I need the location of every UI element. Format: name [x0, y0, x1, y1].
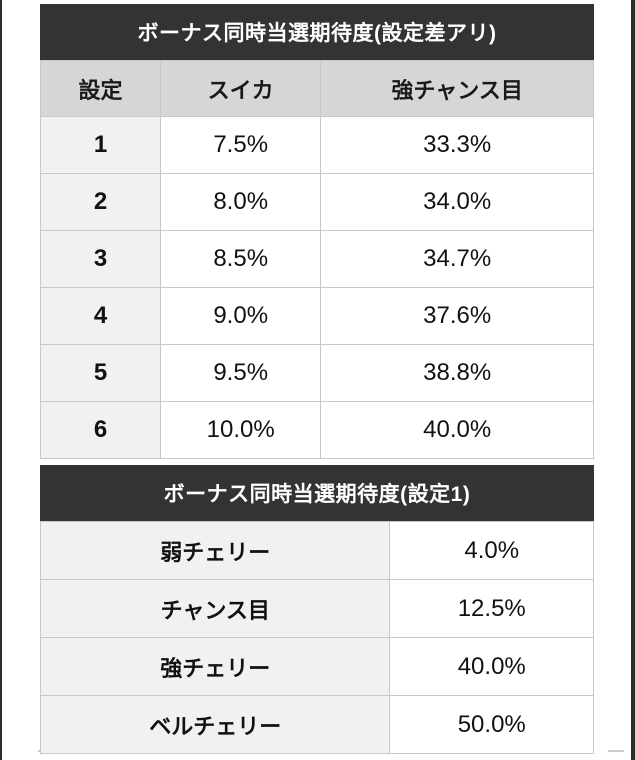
table-row: 5 9.5% 38.8%	[40, 344, 594, 402]
role-label-cell: 弱チェリー	[39, 521, 391, 580]
column-header-setting: 設定	[40, 60, 161, 117]
setting-cell: 5	[40, 344, 161, 402]
strong-chance-value-cell: 37.6%	[320, 287, 594, 345]
bonus-table-setting1: ボーナス同時当選期待度(設定1) 弱チェリー 4.0% チャンス目 12.5% …	[39, 465, 594, 754]
role-value-cell: 12.5%	[389, 579, 594, 638]
table-row: 6 10.0% 40.0%	[40, 401, 594, 459]
table-row: 弱チェリー 4.0%	[39, 521, 594, 580]
bonus-table-setting-diff: ボーナス同時当選期待度(設定差アリ) 設定 スイカ 強チャンス目 1 7.5% …	[40, 4, 594, 459]
bonus-table-setting1-grid: 弱チェリー 4.0% チャンス目 12.5% 強チェリー 40.0% ベルチェリ…	[39, 521, 594, 754]
strong-chance-value-cell: 40.0%	[320, 401, 594, 459]
setting-cell: 2	[40, 173, 161, 231]
role-value-cell: 4.0%	[389, 521, 594, 580]
setting-cell: 3	[40, 230, 161, 288]
header-row: 設定 スイカ 強チャンス目	[40, 60, 594, 117]
bonus-table-setting-diff-title: ボーナス同時当選期待度(設定差アリ)	[40, 4, 594, 60]
strong-chance-value-cell: 34.0%	[320, 173, 594, 231]
strong-chance-value-cell: 38.8%	[320, 344, 594, 402]
bonus-table-setting1-title: ボーナス同時当選期待度(設定1)	[40, 465, 594, 521]
role-value-cell: 40.0%	[389, 637, 594, 696]
setting-cell: 6	[40, 401, 161, 459]
table-row: チャンス目 12.5%	[39, 579, 594, 638]
suika-value-cell: 8.0%	[159, 173, 322, 231]
setting-cell: 1	[40, 116, 161, 174]
screenshot-frame-left	[0, 0, 2, 760]
bonus-table-setting-diff-grid: 設定 スイカ 強チャンス目 1 7.5% 33.3% 2 8.0% 34.0% …	[40, 60, 594, 459]
table-row: 強チェリー 40.0%	[39, 637, 594, 696]
table-row: 4 9.0% 37.6%	[40, 287, 594, 345]
table-row: 2 8.0% 34.0%	[40, 173, 594, 231]
suika-value-cell: 9.5%	[159, 344, 322, 402]
table-row: ベルチェリー 50.0%	[39, 695, 594, 754]
strong-chance-value-cell: 34.7%	[320, 230, 594, 288]
suika-value-cell: 10.0%	[159, 401, 322, 459]
table-row: 1 7.5% 33.3%	[40, 116, 594, 174]
role-label-cell: チャンス目	[39, 579, 391, 638]
role-label-cell: ベルチェリー	[39, 695, 391, 754]
role-label-cell: 強チェリー	[39, 637, 391, 696]
suika-value-cell: 9.0%	[159, 287, 322, 345]
suika-value-cell: 8.5%	[159, 230, 322, 288]
setting-cell: 4	[40, 287, 161, 345]
suika-value-cell: 7.5%	[159, 116, 322, 174]
column-header-suika: スイカ	[159, 60, 322, 117]
screenshot-frame-right	[631, 0, 635, 760]
strong-chance-value-cell: 33.3%	[320, 116, 594, 174]
table-row: 3 8.5% 34.7%	[40, 230, 594, 288]
column-header-strong-chance: 強チャンス目	[320, 60, 594, 117]
role-value-cell: 50.0%	[389, 695, 594, 754]
